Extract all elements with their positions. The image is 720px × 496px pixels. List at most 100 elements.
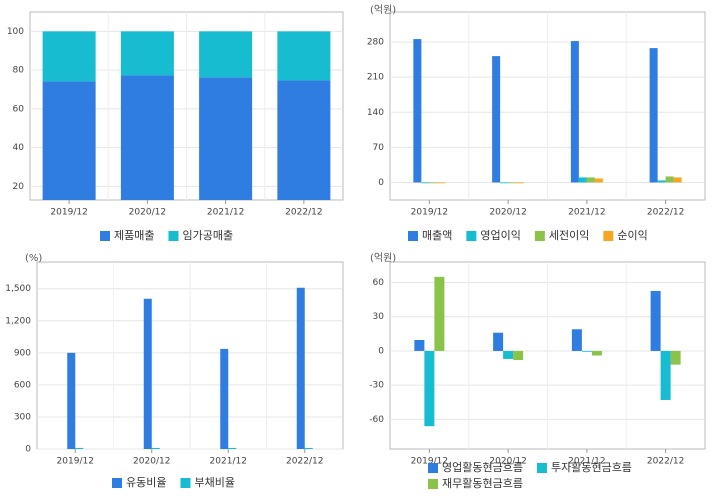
y-tick-label: 280	[367, 38, 384, 48]
y-tick-label: 20	[13, 182, 25, 192]
bar	[570, 41, 579, 183]
bar	[437, 182, 446, 184]
bar	[143, 298, 152, 449]
bar-segment	[120, 75, 174, 200]
y-tick-label: 900	[14, 348, 31, 358]
bar	[414, 339, 425, 351]
legend-swatch	[168, 231, 179, 241]
legend-swatch	[534, 231, 545, 241]
y-tick-label: 0	[378, 178, 384, 188]
bar	[304, 447, 313, 449]
x-tick-label: 2022/12	[285, 208, 322, 218]
y-tick-label: 210	[367, 73, 384, 83]
x-tick-label: 2022/12	[647, 457, 684, 467]
bar	[594, 178, 603, 183]
x-tick-label: 2019/12	[50, 208, 87, 218]
legend-label: 세전이익	[549, 229, 589, 242]
legend-swatch	[112, 478, 122, 488]
bar-segment	[199, 31, 253, 78]
x-tick-label: 2020/12	[489, 457, 526, 467]
bar	[421, 182, 430, 184]
y-tick-label: -60	[369, 415, 384, 425]
legend-label: 부채비율	[194, 476, 234, 489]
legend-label: 영업이익	[480, 229, 520, 242]
unit-label: (%)	[25, 253, 42, 264]
bars	[414, 276, 681, 427]
bar	[586, 177, 595, 183]
legend-swatch	[408, 231, 418, 241]
y-tick-label: 70	[373, 143, 385, 153]
bar	[429, 182, 438, 184]
bars	[67, 287, 313, 449]
x-tick-label: 2022/12	[286, 457, 323, 467]
y-tick-label: -30	[369, 381, 384, 391]
legend-swatch	[100, 231, 110, 241]
bar	[649, 48, 658, 183]
y-tick-label: 80	[13, 66, 25, 76]
bar	[660, 350, 671, 400]
bar	[508, 182, 517, 184]
bar	[670, 350, 681, 365]
y-tick-label: 60	[13, 104, 25, 114]
x-tick-label: 2019/12	[411, 457, 448, 467]
bar	[75, 447, 84, 449]
bar	[591, 350, 602, 356]
legend-swatch	[536, 463, 547, 473]
bar	[503, 350, 514, 359]
bar	[578, 177, 587, 183]
y-tick-label: 100	[7, 27, 24, 37]
bar-segment	[42, 31, 96, 82]
y-tick-label: 0	[378, 346, 384, 356]
bar	[151, 447, 160, 449]
legend-label: 임가공매출	[182, 229, 233, 242]
x-tick-label: 2021/12	[210, 457, 247, 467]
bar	[516, 182, 525, 184]
x-tick-label: 2020/12	[129, 208, 166, 218]
bar	[650, 290, 661, 351]
bar	[228, 447, 237, 449]
bar-segment	[277, 31, 331, 81]
y-tick-label: 60	[373, 278, 385, 288]
x-tick-label: 2019/12	[57, 457, 94, 467]
bar	[657, 180, 666, 183]
bar	[67, 352, 76, 449]
y-tick-label: 40	[13, 143, 25, 153]
legend-swatch	[603, 231, 614, 241]
bar	[434, 276, 445, 351]
unit-label: (억원)	[370, 4, 396, 16]
x-tick-label: 2021/12	[568, 457, 605, 467]
x-tick-label: 2022/12	[647, 208, 684, 218]
bar	[673, 177, 682, 183]
bar-segment	[42, 81, 96, 200]
x-tick-label: 2019/12	[411, 208, 448, 218]
y-tick-label: 1,500	[5, 284, 31, 294]
legend-label: 투자활동현금흐름	[551, 460, 632, 474]
x-tick-label: 2020/12	[133, 457, 170, 467]
bar	[413, 39, 422, 183]
bar-segment	[120, 31, 174, 76]
y-tick-label: 1,200	[5, 316, 31, 326]
legend-label: 제품매출	[114, 229, 154, 242]
bar	[571, 329, 582, 351]
y-tick-label: 600	[14, 380, 31, 390]
x-tick-label: 2021/12	[568, 208, 605, 218]
y-tick-label: 0	[25, 445, 31, 455]
x-tick-label: 2021/12	[207, 208, 244, 218]
bar	[296, 287, 305, 449]
bar	[220, 348, 229, 449]
bar	[424, 350, 435, 427]
legend-swatch	[428, 463, 438, 473]
bars	[42, 31, 331, 200]
bars	[413, 39, 682, 184]
x-tick-label: 2020/12	[489, 208, 526, 218]
bar	[493, 332, 504, 351]
legend-swatch	[180, 478, 191, 488]
legend-label: 매출액	[422, 229, 452, 242]
legend-label: 유동비율	[126, 476, 166, 489]
y-tick-label: 300	[14, 412, 31, 422]
bar-segment	[277, 80, 331, 200]
legend-swatch	[428, 479, 438, 489]
bar	[500, 182, 509, 184]
y-tick-label: 30	[373, 312, 385, 322]
